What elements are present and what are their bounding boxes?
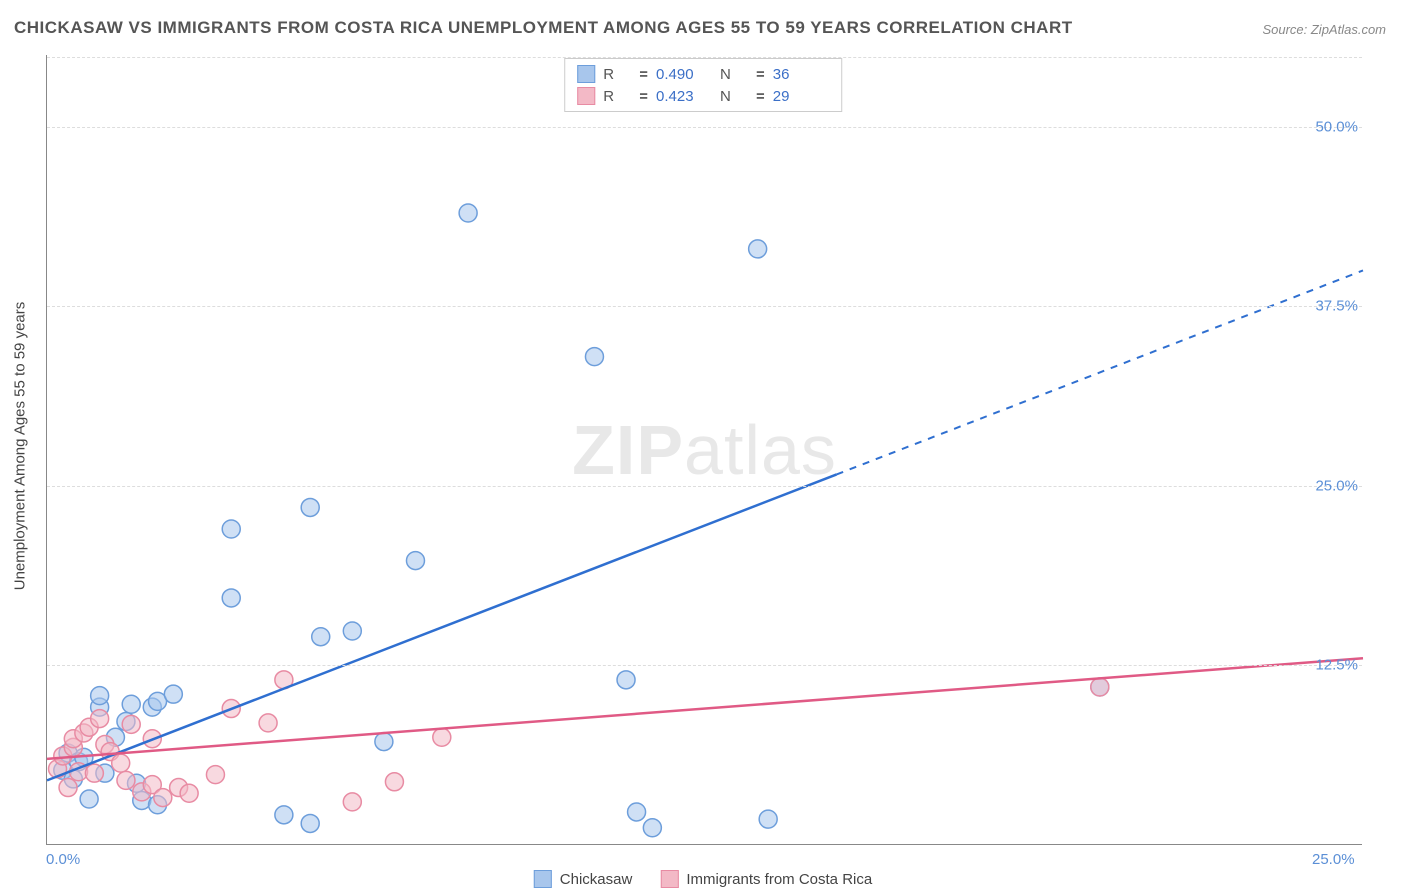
plot-area: ZIPatlas 12.5%25.0%37.5%50.0% — [46, 55, 1362, 845]
r-label: R — [603, 66, 631, 83]
data-point — [275, 806, 293, 824]
stats-row-0: R = 0.490 N = 36 — [577, 63, 829, 85]
stats-legend-box: R = 0.490 N = 36 R = 0.423 N = 29 — [564, 58, 842, 112]
data-point — [617, 671, 635, 689]
data-point — [301, 814, 319, 832]
gridline — [47, 306, 1362, 307]
n-label: N — [720, 66, 748, 83]
data-point — [80, 790, 98, 808]
data-point — [122, 715, 140, 733]
y-axis-label: Unemployment Among Ages 55 to 59 years — [12, 302, 29, 591]
data-point — [433, 728, 451, 746]
x-tick-label: 25.0% — [1312, 851, 1355, 868]
stats-row-1: R = 0.423 N = 29 — [577, 85, 829, 107]
data-point — [459, 204, 477, 222]
gridline — [47, 665, 1362, 666]
data-point — [154, 789, 172, 807]
y-tick-label: 50.0% — [1315, 118, 1358, 135]
data-point — [122, 695, 140, 713]
y-tick-label: 25.0% — [1315, 477, 1358, 494]
data-point — [222, 589, 240, 607]
data-point — [206, 766, 224, 784]
swatch-series-1 — [577, 87, 595, 105]
data-point — [406, 552, 424, 570]
data-point — [180, 784, 198, 802]
legend-swatch-1 — [660, 870, 678, 888]
n-value-0: 36 — [773, 66, 829, 83]
data-point — [222, 520, 240, 538]
bottom-legend: Chickasaw Immigrants from Costa Rica — [534, 870, 872, 888]
y-tick-label: 37.5% — [1315, 298, 1358, 315]
data-point — [585, 348, 603, 366]
legend-label-1: Immigrants from Costa Rica — [686, 871, 872, 888]
data-point — [259, 714, 277, 732]
data-point — [117, 771, 135, 789]
data-point — [59, 779, 77, 797]
gridline — [47, 486, 1362, 487]
chart-svg — [47, 55, 1362, 844]
data-point — [643, 819, 661, 837]
data-point — [164, 685, 182, 703]
legend-item-0: Chickasaw — [534, 870, 633, 888]
data-point — [91, 710, 109, 728]
data-point — [385, 773, 403, 791]
n-value-1: 29 — [773, 88, 829, 105]
source-label: Source: ZipAtlas.com — [1262, 22, 1386, 37]
data-point — [91, 687, 109, 705]
legend-item-1: Immigrants from Costa Rica — [660, 870, 872, 888]
trend-line-dashed — [837, 270, 1363, 474]
r-value-0: 0.490 — [656, 66, 712, 83]
data-point — [749, 240, 767, 258]
data-point — [1091, 678, 1109, 696]
r-value-1: 0.423 — [656, 88, 712, 105]
data-point — [312, 628, 330, 646]
x-tick-label: 0.0% — [46, 851, 80, 868]
data-point — [343, 622, 361, 640]
swatch-series-0 — [577, 65, 595, 83]
chart-title: CHICKASAW VS IMMIGRANTS FROM COSTA RICA … — [14, 18, 1073, 38]
data-point — [301, 498, 319, 516]
trend-line — [47, 658, 1363, 759]
legend-swatch-0 — [534, 870, 552, 888]
data-point — [375, 733, 393, 751]
y-tick-label: 12.5% — [1315, 657, 1358, 674]
gridline — [47, 127, 1362, 128]
data-point — [628, 803, 646, 821]
data-point — [759, 810, 777, 828]
data-point — [112, 754, 130, 772]
data-point — [343, 793, 361, 811]
data-point — [85, 764, 103, 782]
legend-label-0: Chickasaw — [560, 871, 633, 888]
